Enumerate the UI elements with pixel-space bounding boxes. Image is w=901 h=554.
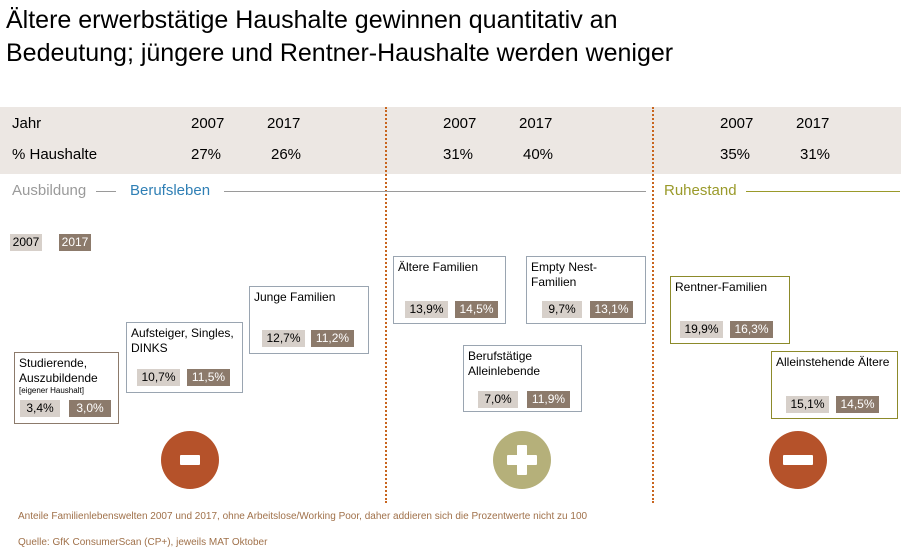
footnote-text: Anteile Familienlebenswelten 2007 und 20… <box>18 511 588 522</box>
title-line-1: Ältere erwerbstätige Haushalte gewinnen … <box>6 6 618 34</box>
phase-ruhestand: Ruhestand <box>664 182 737 199</box>
box-aeltere-familien-label: Ältere Familien <box>398 260 479 274</box>
phase-line-ausbildung <box>96 191 116 192</box>
junge-familien-2017-value: 11,2% <box>311 330 354 347</box>
plus-icon <box>493 431 551 489</box>
header-band <box>0 107 901 174</box>
box-aufsteiger-label: Aufsteiger, Singles, DINKS <box>131 326 234 355</box>
alleinstehende-2017-value: 14,5% <box>836 396 879 413</box>
pct-2017-group-1: 26% <box>271 146 302 163</box>
box-studierende-label: Studierende, Auszubildende <box>19 356 98 385</box>
box-rentner-familien-label: Rentner-Familien <box>675 280 768 294</box>
berufstaetige-2017-value: 11,9% <box>527 391 570 408</box>
studierende-2007-value: 3,4% <box>20 400 60 417</box>
phase-line-berufsleben <box>224 191 646 192</box>
phase-ausbildung: Ausbildung <box>12 182 87 199</box>
source-text: Quelle: GfK ConsumerScan (CP+), jeweils … <box>18 537 268 548</box>
pct-2007-group-1: 27% <box>191 146 222 163</box>
phase-berufsleben: Berufsleben <box>130 182 211 199</box>
legend-2017: 2017 <box>59 234 91 251</box>
divider-right <box>652 107 654 503</box>
divider-left <box>385 107 387 503</box>
junge-familien-2007-value: 12,7% <box>262 330 305 347</box>
empty-nest-2017-value: 13,1% <box>590 301 633 318</box>
pct-2007-group-2: 31% <box>443 146 474 163</box>
year-2017-group-1: 2017 <box>267 115 301 132</box>
aeltere-familien-2007-value: 13,9% <box>405 301 448 318</box>
pct-2007-group-3: 35% <box>720 146 751 163</box>
rentner-familien-2017-value: 16,3% <box>730 321 773 338</box>
box-alleinstehende-label: Alleinstehende Ältere <box>776 355 890 369</box>
alleinstehende-2007-value: 15,1% <box>786 396 829 413</box>
box-berufstaetige-label: Berufstätige Alleinlebende <box>468 349 541 378</box>
minus-icon <box>161 431 219 489</box>
box-studierende-note: [eigener Haushalt] <box>19 386 84 395</box>
legend-2007: 2007 <box>10 234 42 251</box>
aufsteiger-2007-value: 10,7% <box>137 369 180 386</box>
rentner-familien-2007-value: 19,9% <box>680 321 723 338</box>
phase-line-ruhestand <box>746 191 900 192</box>
year-2017-group-2: 2017 <box>519 115 553 132</box>
aufsteiger-2017-value: 11,5% <box>187 369 230 386</box>
berufstaetige-2007-value: 7,0% <box>478 391 518 408</box>
year-2017-group-3: 2017 <box>796 115 830 132</box>
pct-2017-group-2: 40% <box>523 146 554 163</box>
title-line-2: Bedeutung; jüngere und Rentner-Haushalte… <box>6 39 674 67</box>
aeltere-familien-2017-value: 14,5% <box>455 301 498 318</box>
year-2007-group-1: 2007 <box>191 115 225 132</box>
year-2007-group-2: 2007 <box>443 115 477 132</box>
minus-icon <box>769 431 827 489</box>
box-empty-nest-label: Empty Nest-Familien <box>531 260 598 289</box>
year-2007-group-3: 2007 <box>720 115 754 132</box>
studierende-2017-value: 3,0% <box>69 400 111 417</box>
row-label-haushalte: % Haushalte <box>12 146 98 163</box>
page-title: Ältere erwerbstätige Haushalte gewinnen … <box>6 4 673 70</box>
empty-nest-2007-value: 9,7% <box>542 301 582 318</box>
pct-2017-group-3: 31% <box>800 146 831 163</box>
box-junge-familien-label: Junge Familien <box>254 290 336 304</box>
row-label-jahr: Jahr <box>12 115 42 132</box>
